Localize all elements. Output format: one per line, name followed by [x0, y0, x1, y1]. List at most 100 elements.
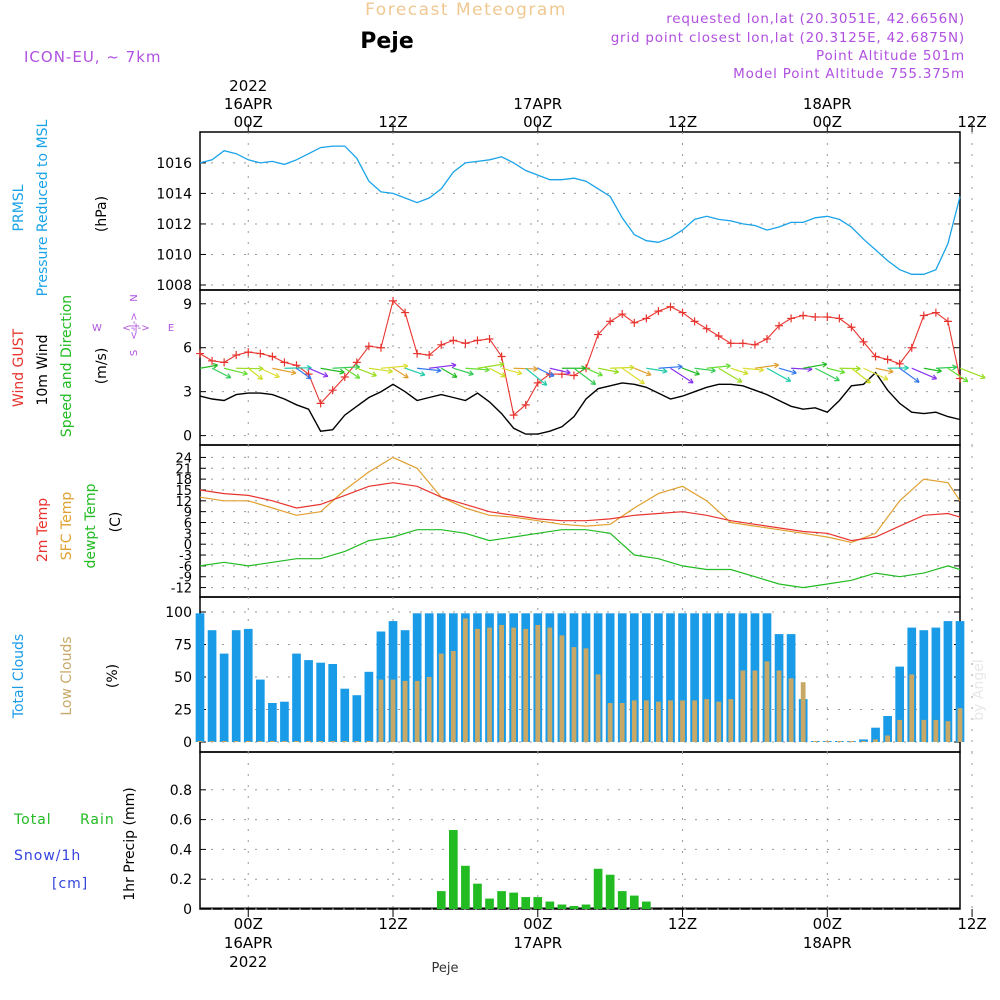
y-tick-label: 1008: [156, 278, 192, 294]
wind-arrow: [670, 367, 694, 384]
cloud-labels: Total Clouds Low Clouds (%): [11, 634, 121, 719]
wind-arrow-head: [322, 372, 329, 378]
wind-arrow-head: [773, 362, 780, 369]
wind-arrow-head: [565, 369, 571, 375]
wind-arrow-head: [888, 368, 894, 374]
total-cloud-bar: [714, 613, 724, 742]
wind-arrow: [417, 367, 442, 372]
wind-arrow: [947, 367, 969, 383]
x-tick-label-bottom: 12Z: [378, 915, 407, 933]
low-cloud-bar: [945, 721, 951, 742]
rain-bar: [533, 897, 543, 909]
low-cloud-bar: [631, 700, 637, 742]
y-tick-label: 0.4: [170, 842, 192, 858]
y-tick-label: 1016: [156, 156, 192, 172]
y-tick-label: 75: [174, 638, 192, 654]
total-cloud-bar: [871, 727, 880, 742]
rain-bar: [605, 874, 615, 909]
low-cloud-bar: [354, 741, 360, 742]
gust-point: [943, 317, 952, 326]
low-cloud-bar: [282, 741, 287, 742]
total-cloud-bar: [919, 630, 929, 742]
low-cloud-bar: [933, 719, 939, 742]
low-cloud-bar: [414, 680, 420, 742]
wind-arrow-head: [484, 366, 490, 373]
rain-bar: [617, 891, 627, 909]
wind-arrow: [791, 367, 813, 370]
total-cloud-bar: [292, 653, 301, 742]
gust-point: [883, 355, 892, 364]
gust-point: [376, 343, 385, 352]
x-tick-label-bottom: 00Z: [234, 915, 263, 933]
total-cloud-bar: [629, 613, 639, 742]
wind-arrow: [573, 367, 596, 385]
y-tick-label: 0: [184, 538, 192, 553]
low-cloud-bar: [619, 703, 625, 742]
gust-point: [533, 378, 542, 387]
rain-bar: [642, 901, 651, 909]
low-cloud-bar: [245, 741, 251, 742]
total-cloud-bar: [955, 621, 965, 742]
wind-arrow: [392, 367, 409, 379]
wind-arrow: [585, 367, 603, 377]
wind-arrow-head: [839, 368, 846, 375]
y-tick-label: 9: [184, 506, 192, 521]
x-year-label-top: 2022: [229, 77, 267, 95]
wind-arrow-head: [403, 363, 409, 370]
gust-point: [425, 351, 434, 360]
gust-point: [401, 308, 410, 317]
wind-arrow-head: [882, 375, 889, 381]
pressure-panel: [199, 131, 961, 291]
wind-arrow-head: [499, 361, 505, 368]
gust-point: [762, 334, 771, 343]
wind-arrow-head: [354, 373, 361, 379]
total-cloud-bar: [702, 613, 712, 742]
gust-point: [618, 310, 627, 319]
low-cloud-bar: [921, 719, 927, 742]
rain-bar: [509, 892, 518, 909]
total-cloud-bar: [280, 701, 289, 742]
y-tick-label: 24: [175, 451, 192, 466]
wind-arrow: [308, 367, 329, 377]
rain-bar: [569, 906, 579, 909]
gust-point: [787, 314, 796, 323]
wind-arrow-head: [962, 376, 969, 383]
gust-point: [196, 349, 204, 358]
low-cloud-bar: [221, 741, 227, 742]
total-cloud-bar: [605, 613, 615, 742]
low-cloud-bar: [643, 700, 649, 742]
wind-arrow: [344, 367, 361, 379]
compass-north: N: [129, 294, 140, 301]
low-cloud-bar: [257, 741, 263, 742]
wind-arrow-head: [212, 362, 219, 369]
total-cloud-bar: [243, 628, 253, 742]
low-cloud-bar: [366, 741, 372, 742]
wind-arrow-head: [931, 374, 938, 380]
low-cloud-bar: [390, 679, 396, 742]
clouds-panel: [199, 596, 961, 753]
rain-bar: [581, 904, 591, 909]
wind-arrow-head: [541, 380, 548, 386]
total-cloud-bar: [207, 630, 217, 742]
wind-arrow: [658, 365, 683, 369]
wind-arrow: [380, 365, 408, 369]
y-tick-label: 12: [175, 495, 192, 510]
gust-point: [473, 336, 482, 345]
wind-arrow-head: [532, 366, 538, 372]
wind-arrow: [525, 367, 548, 386]
wind-arrow: [814, 367, 840, 382]
x-date-label-bottom: 16APR: [224, 934, 273, 952]
wind-arrow: [706, 365, 731, 369]
y-tick-label: -9: [179, 571, 192, 586]
gust-point: [364, 342, 373, 351]
x-date-label-top: 18APR: [803, 95, 852, 113]
gust-point: [775, 321, 784, 330]
low-cloud-bar: [475, 628, 480, 742]
precip-label-snow: Snow/1h: [14, 848, 81, 864]
wind-arrow: [260, 367, 280, 378]
precip-label-axis: 1hr Precip (mm): [122, 787, 138, 900]
wind-arrow: [682, 367, 700, 375]
total-cloud-bar: [219, 653, 229, 742]
wind-arrow: [537, 367, 555, 377]
gust-point: [461, 339, 470, 348]
